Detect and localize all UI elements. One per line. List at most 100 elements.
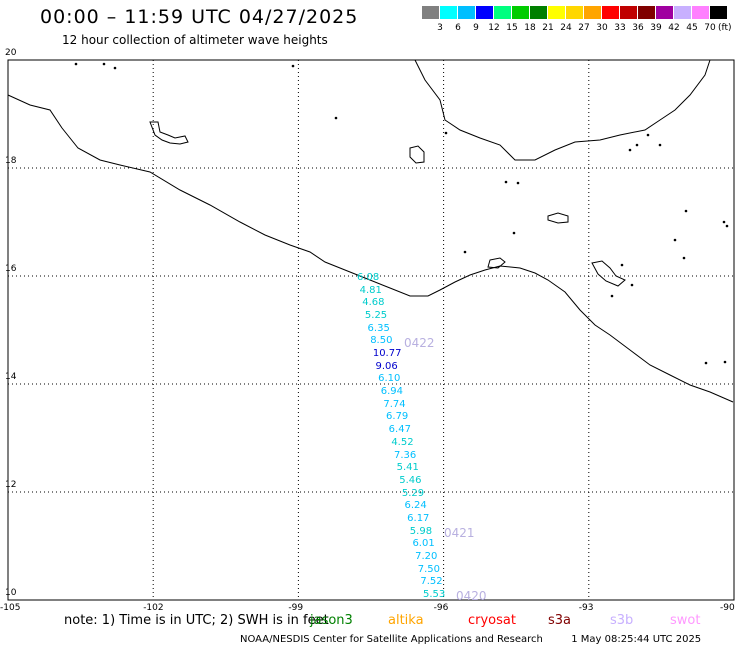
islet <box>630 283 634 287</box>
wave-height-value: 5.41 <box>396 462 419 474</box>
island-south <box>487 257 506 269</box>
color-scale-label: 70 <box>704 23 716 33</box>
islet <box>610 294 614 298</box>
longitude-label: -90 <box>720 603 735 613</box>
color-scale-label: 9 <box>473 23 479 33</box>
color-swatch <box>692 6 709 19</box>
islet <box>102 62 106 66</box>
islet <box>74 62 78 66</box>
islet <box>704 361 708 365</box>
wave-height-value: 6.24 <box>404 500 427 512</box>
wave-height-value: 5.98 <box>409 525 433 537</box>
latitude-label: 12 <box>5 480 17 490</box>
islet <box>635 143 639 147</box>
islet <box>113 66 117 70</box>
wave-height-value: 9.06 <box>375 360 398 372</box>
map-frame <box>7 59 735 601</box>
page-title: 00:00 – 11:59 UTC 04/27/2025 <box>40 6 359 28</box>
legend-s3b: s3b <box>610 613 634 628</box>
color-scale-label: 3 <box>437 23 443 33</box>
islet <box>628 148 632 152</box>
legend-altika: altika <box>388 613 424 628</box>
longitude-label: -96 <box>433 603 449 613</box>
wave-height-value: 6.94 <box>380 386 404 398</box>
footer-timestamp: 1 May 08:25:44 UTC 2025 <box>571 634 702 645</box>
color-swatch <box>710 6 727 19</box>
islet <box>444 131 448 135</box>
islet <box>646 133 650 137</box>
footer-agency: NOAA/NESDIS Center for Satellite Applica… <box>240 634 543 645</box>
longitude-label: -93 <box>578 603 594 613</box>
color-scale-label: 42 <box>668 23 680 33</box>
wave-height-value: 6.08 <box>357 272 380 283</box>
color-scale-label: 18 <box>524 23 536 33</box>
latitude-label: 14 <box>5 372 17 382</box>
island-west <box>149 121 189 145</box>
color-swatch <box>512 6 529 19</box>
color-scale-units: (ft) <box>718 23 732 33</box>
color-swatch <box>566 6 583 19</box>
legend-jason3: jason3 <box>310 613 353 628</box>
islet <box>512 231 516 235</box>
lake-east <box>409 145 425 164</box>
wave-height-value: 5.53 <box>423 589 446 600</box>
color-scale-label: 39 <box>650 23 662 33</box>
color-swatch <box>530 6 547 19</box>
pass-time-label: 0420 <box>456 589 487 603</box>
wave-height-value: 6.47 <box>388 424 411 436</box>
wave-height-value: 6.10 <box>378 373 401 385</box>
coastline-gulf <box>414 59 711 161</box>
island-bay <box>547 212 569 224</box>
wave-height-value: 4.81 <box>359 284 382 296</box>
islet <box>725 224 729 228</box>
color-swatch <box>548 6 565 19</box>
latitude-label: 10 <box>5 588 17 598</box>
footer-credit: NOAA/NESDIS Center for Satellite Applica… <box>240 634 701 645</box>
wave-height-value: 5.29 <box>401 487 425 499</box>
color-scale-label: 24 <box>560 23 572 33</box>
legend-s3a: s3a <box>548 613 572 628</box>
islet <box>516 181 520 185</box>
page-subtitle: 12 hour collection of altimeter wave hei… <box>62 33 328 47</box>
note-text: note: 1) Time is in UTC; 2) SWH is in fe… <box>64 613 329 628</box>
color-scale-label: 12 <box>488 23 500 33</box>
islet <box>673 238 677 242</box>
latitude-label: 20 <box>5 48 17 58</box>
color-swatch <box>476 6 493 19</box>
color-swatch <box>440 6 457 19</box>
color-scale-label: 30 <box>596 23 608 33</box>
wave-height-value: 4.52 <box>391 436 414 448</box>
color-scale-label: 33 <box>614 23 626 33</box>
islet <box>463 250 467 254</box>
wave-height-value: 10.77 <box>372 348 402 360</box>
islet <box>334 116 338 120</box>
color-swatch <box>620 6 637 19</box>
longitude-label: -99 <box>288 603 304 613</box>
color-swatch <box>422 6 439 19</box>
legend-cryosat: cryosat <box>468 613 516 628</box>
latitude-label: 18 <box>5 156 17 166</box>
latitude-label: 16 <box>5 264 17 274</box>
islet <box>291 64 295 68</box>
wave-height-value: 7.74 <box>383 398 406 410</box>
wave-height-value: 6.79 <box>386 411 409 423</box>
color-swatch <box>584 6 601 19</box>
wave-height-value: 7.50 <box>417 563 440 575</box>
color-swatch <box>674 6 691 19</box>
island-southeast <box>591 260 626 287</box>
color-swatch <box>602 6 619 19</box>
islet <box>504 180 508 184</box>
color-swatch <box>494 6 511 19</box>
legend-swot: swot <box>670 613 701 628</box>
color-scale-label: 15 <box>506 23 518 33</box>
islet <box>722 220 726 224</box>
color-swatch <box>638 6 655 19</box>
wave-height-value: 7.36 <box>393 449 417 461</box>
color-swatch <box>656 6 673 19</box>
color-scale-label: 27 <box>578 23 590 33</box>
pass-time-label: 0421 <box>444 526 475 540</box>
wave-height-value: 6.17 <box>407 512 430 524</box>
wave-height-value: 6.01 <box>412 538 435 550</box>
islet <box>682 256 686 260</box>
